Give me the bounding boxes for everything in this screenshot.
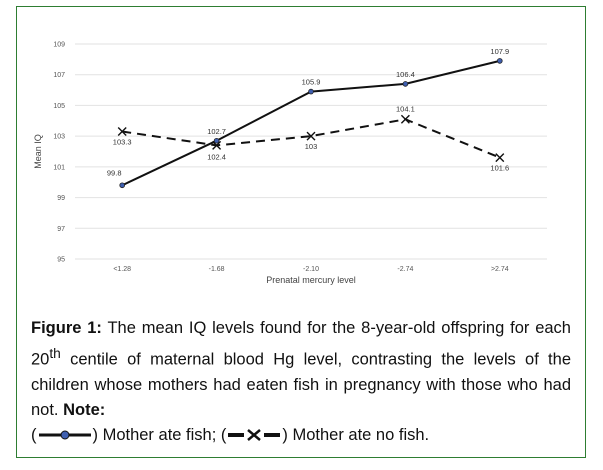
legend-swatch-fish-icon: [37, 424, 93, 439]
y-tick-label: 97: [57, 226, 65, 233]
y-tick-label: 101: [53, 164, 65, 171]
y-tick-label: 107: [53, 72, 65, 79]
series-line: [122, 118, 501, 159]
data-point: [495, 153, 505, 163]
x-tick-label: -2.10: [303, 266, 319, 273]
legend-open-paren: (: [31, 425, 37, 444]
legend-swatch-no-fish-icon: [226, 424, 282, 441]
figure-label: Figure 1:: [31, 319, 102, 337]
y-tick-label: 105: [53, 103, 65, 110]
note-label: Note:: [63, 400, 106, 419]
caption-text-1: The mean IQ levels found for the 8-year-…: [31, 319, 571, 369]
x-tick-label: -1.68: [209, 266, 225, 273]
data-label: 103: [305, 142, 318, 151]
legend-no-fish-label: ) Mother ate no fish.: [282, 425, 430, 444]
data-point: [212, 140, 222, 150]
data-label: 103.3: [113, 138, 132, 147]
data-label: 107.9: [490, 47, 509, 56]
figure-frame: 95 97 99 101 103 105 107 109 <1.28 -1.68 -2.10 -2.7…: [16, 6, 586, 458]
legend-fish-label: ) Mother ate fish; (: [92, 425, 227, 444]
x-axis-title: Prenatal mercury level: [266, 275, 356, 285]
figure-caption: Figure 1: The mean IQ levels found for t…: [31, 316, 571, 448]
caption-text-2: centile of maternal blood Hg level, cont…: [31, 350, 571, 419]
data-label: 99.8: [107, 168, 122, 177]
data-label: 102.4: [207, 152, 226, 161]
data-point: [213, 137, 220, 144]
data-label: 101.6: [490, 164, 509, 173]
data-label: 105.9: [302, 78, 321, 87]
data-point: [400, 114, 410, 124]
y-tick-label: 109: [53, 42, 65, 49]
y-tick-label: 95: [57, 257, 65, 264]
line-chart: 95 97 99 101 103 105 107 109 <1.28 -1.68 -2.10 -2.7…: [33, 42, 547, 285]
data-point: [402, 81, 409, 87]
data-point: [117, 127, 127, 137]
y-axis-title: Mean IQ: [33, 134, 43, 169]
data-point: [119, 182, 125, 189]
data-label: 106.4: [396, 70, 415, 79]
data-label: 102.7: [207, 127, 226, 136]
data-label: 104.1: [396, 104, 415, 113]
x-tick-label: <1.28: [113, 266, 131, 273]
x-tick-label: >2.74: [491, 266, 509, 273]
data-point: [496, 58, 503, 64]
x-tick-label: -2.74: [397, 266, 413, 273]
y-tick-label: 103: [53, 134, 65, 141]
y-tick-label: 99: [57, 195, 65, 202]
data-point: [308, 88, 314, 95]
caption-superscript: th: [49, 346, 61, 361]
data-point: [306, 131, 316, 141]
